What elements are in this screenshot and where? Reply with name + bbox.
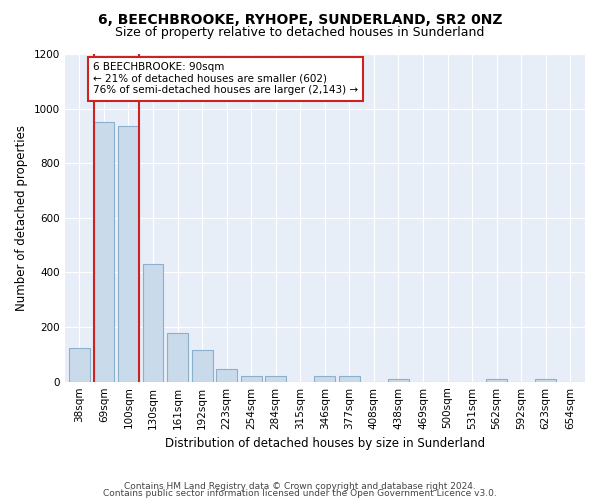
Text: Contains public sector information licensed under the Open Government Licence v3: Contains public sector information licen… — [103, 489, 497, 498]
Bar — [167, 332, 188, 382]
Bar — [216, 370, 237, 382]
Text: Size of property relative to detached houses in Sunderland: Size of property relative to detached ho… — [115, 26, 485, 39]
Bar — [314, 376, 335, 382]
Bar — [143, 264, 163, 382]
Text: 6, BEECHBROOKE, RYHOPE, SUNDERLAND, SR2 0NZ: 6, BEECHBROOKE, RYHOPE, SUNDERLAND, SR2 … — [98, 12, 502, 26]
Text: Contains HM Land Registry data © Crown copyright and database right 2024.: Contains HM Land Registry data © Crown c… — [124, 482, 476, 491]
Bar — [486, 379, 507, 382]
Bar — [69, 348, 90, 382]
Bar — [535, 379, 556, 382]
Bar — [241, 376, 262, 382]
Bar — [118, 126, 139, 382]
Bar — [265, 376, 286, 382]
Y-axis label: Number of detached properties: Number of detached properties — [15, 125, 28, 311]
Bar — [191, 350, 212, 382]
Bar — [339, 376, 360, 382]
X-axis label: Distribution of detached houses by size in Sunderland: Distribution of detached houses by size … — [165, 437, 485, 450]
Text: 6 BEECHBROOKE: 90sqm
← 21% of detached houses are smaller (602)
76% of semi-deta: 6 BEECHBROOKE: 90sqm ← 21% of detached h… — [93, 62, 358, 96]
Bar — [388, 379, 409, 382]
Bar — [94, 122, 115, 382]
